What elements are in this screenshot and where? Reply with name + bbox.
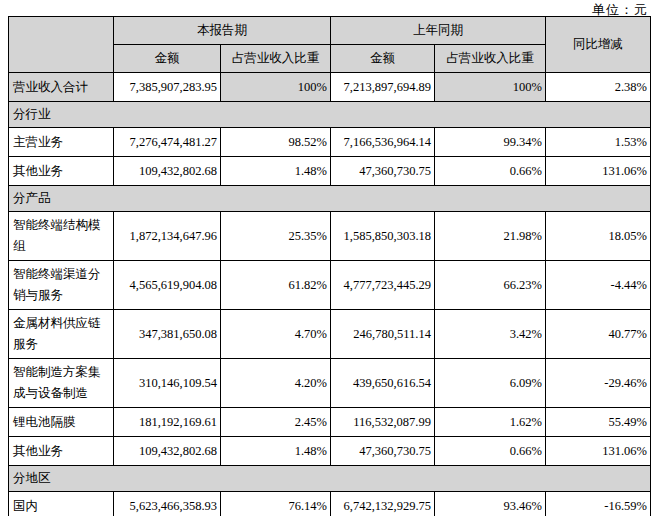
row-label: 国内: [9, 492, 114, 516]
ratio-current-cell: 4.20%: [221, 359, 331, 408]
table-row: 主营业务7,276,474,481.2798.52%7,166,536,964.…: [9, 128, 651, 157]
ratio-prior-cell: 6.09%: [435, 359, 546, 408]
yoy-change-cell: 131.06%: [546, 157, 651, 186]
ratio-prior-cell: 93.46%: [435, 492, 546, 516]
revenue-table-body: 营业收入合计7,385,907,283.95100%7,213,897,694.…: [9, 73, 651, 516]
amount-prior-cell: 47,360,730.75: [331, 437, 435, 466]
amount-current-cell: 109,432,802.68: [114, 437, 221, 466]
ratio-prior-cell: 0.66%: [435, 157, 546, 186]
section-label: 分地区: [9, 466, 651, 492]
yoy-change-cell: -4.44%: [546, 261, 651, 310]
table-row: 其他业务109,432,802.681.48%47,360,730.750.66…: [9, 437, 651, 466]
table-row: 国内5,623,466,358.9376.14%6,742,132,929.75…: [9, 492, 651, 516]
table-row: 营业收入合计7,385,907,283.95100%7,213,897,694.…: [9, 73, 651, 102]
row-label: 锂电池隔膜: [9, 408, 114, 437]
amount-current-cell: 1,872,134,647.96: [114, 212, 221, 261]
amount-current-cell: 181,192,169.61: [114, 408, 221, 437]
amount-prior-cell: 246,780,511.14: [331, 310, 435, 359]
amount-prior-cell: 7,213,897,694.89: [331, 73, 435, 102]
table-row: 智能制造方案集成与设备制造310,146,109.544.20%439,650,…: [9, 359, 651, 408]
row-label: 智能终端渠道分销与服务: [9, 261, 114, 310]
table-row: 智能终端结构模组1,872,134,647.9625.35%1,585,850,…: [9, 212, 651, 261]
amount-current-cell: 347,381,650.08: [114, 310, 221, 359]
table-row: 其他业务109,432,802.681.48%47,360,730.750.66…: [9, 157, 651, 186]
amount-current-cell: 4,565,619,904.08: [114, 261, 221, 310]
ratio-prior-cell: 0.66%: [435, 437, 546, 466]
ratio-current-cell: 4.70%: [221, 310, 331, 359]
yoy-change-cell: -16.59%: [546, 492, 651, 516]
ratio-current-cell: 25.35%: [221, 212, 331, 261]
yoy-change-cell: 131.06%: [546, 437, 651, 466]
ratio-prior-cell: 66.23%: [435, 261, 546, 310]
row-label: 金属材料供应链服务: [9, 310, 114, 359]
section-row: 分行业: [9, 102, 651, 128]
revenue-breakdown-table: 本报告期 上年同期 同比增减 金额 占营业收入比重 金额 占营业收入比重 营业收…: [8, 16, 651, 516]
section-row: 分地区: [9, 466, 651, 492]
yoy-change-cell: -29.46%: [546, 359, 651, 408]
table-row: 锂电池隔膜181,192,169.612.45%116,532,087.991.…: [9, 408, 651, 437]
ratio-current-cell: 76.14%: [221, 492, 331, 516]
ratio-current-cell: 1.48%: [221, 437, 331, 466]
table-row: 智能终端渠道分销与服务4,565,619,904.0861.82%4,777,7…: [9, 261, 651, 310]
ratio-prior-cell: 1.62%: [435, 408, 546, 437]
row-label: 智能制造方案集成与设备制造: [9, 359, 114, 408]
corner-cell: [9, 17, 114, 73]
amount-prior-cell: 47,360,730.75: [331, 157, 435, 186]
section-row: 分产品: [9, 186, 651, 212]
table-row: 金属材料供应链服务347,381,650.084.70%246,780,511.…: [9, 310, 651, 359]
ratio-current-cell: 98.52%: [221, 128, 331, 157]
ratio-current-cell: 61.82%: [221, 261, 331, 310]
ratio-prior-cell: 99.34%: [435, 128, 546, 157]
yoy-change-cell: 55.49%: [546, 408, 651, 437]
row-label: 主营业务: [9, 128, 114, 157]
ratio-prior-cell: 21.98%: [435, 212, 546, 261]
amount-current-cell: 7,385,907,283.95: [114, 73, 221, 102]
yoy-change-cell: 40.77%: [546, 310, 651, 359]
ratio-current-cell: 100%: [221, 73, 331, 102]
header-current-period: 本报告期: [114, 17, 331, 45]
amount-prior-cell: 439,650,616.54: [331, 359, 435, 408]
section-label: 分行业: [9, 102, 651, 128]
row-label: 其他业务: [9, 157, 114, 186]
header-amount-prior: 金额: [331, 45, 435, 73]
section-label: 分产品: [9, 186, 651, 212]
ratio-current-cell: 1.48%: [221, 157, 331, 186]
ratio-current-cell: 2.45%: [221, 408, 331, 437]
amount-current-cell: 7,276,474,481.27: [114, 128, 221, 157]
header-ratio-prior: 占营业收入比重: [435, 45, 546, 73]
table-header: 本报告期 上年同期 同比增减 金额 占营业收入比重 金额 占营业收入比重: [9, 17, 651, 73]
header-prior-period: 上年同期: [331, 17, 546, 45]
amount-prior-cell: 6,742,132,929.75: [331, 492, 435, 516]
header-yoy-change: 同比增减: [546, 17, 651, 73]
ratio-prior-cell: 3.42%: [435, 310, 546, 359]
amount-prior-cell: 7,166,536,964.14: [331, 128, 435, 157]
yoy-change-cell: 18.05%: [546, 212, 651, 261]
amount-prior-cell: 116,532,087.99: [331, 408, 435, 437]
header-amount-current: 金额: [114, 45, 221, 73]
row-label: 智能终端结构模组: [9, 212, 114, 261]
amount-current-cell: 5,623,466,358.93: [114, 492, 221, 516]
yoy-change-cell: 2.38%: [546, 73, 651, 102]
row-label: 其他业务: [9, 437, 114, 466]
amount-prior-cell: 1,585,850,303.18: [331, 212, 435, 261]
header-row-top: 本报告期 上年同期 同比增减: [9, 17, 651, 45]
amount-current-cell: 310,146,109.54: [114, 359, 221, 408]
amount-prior-cell: 4,777,723,445.29: [331, 261, 435, 310]
amount-current-cell: 109,432,802.68: [114, 157, 221, 186]
row-label: 营业收入合计: [9, 73, 114, 102]
yoy-change-cell: 1.53%: [546, 128, 651, 157]
ratio-prior-cell: 100%: [435, 73, 546, 102]
header-ratio-current: 占营业收入比重: [221, 45, 331, 73]
